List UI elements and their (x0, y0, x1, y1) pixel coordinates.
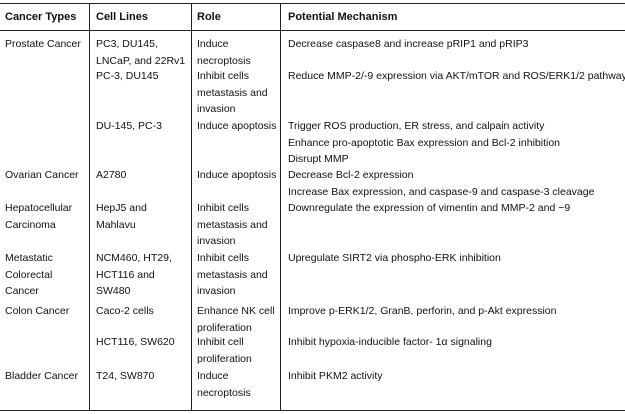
header-potential-mechanism: Potential Mechanism (288, 11, 398, 23)
cancer-type-cell: Ovarian Cancer (5, 169, 79, 181)
mechanism-cell: Decrease Bcl-2 expression (288, 169, 414, 181)
role-cell: Inhibit cells (197, 252, 249, 264)
header-cell-lines: Cell Lines (96, 11, 148, 23)
cell-lines-cell: T24, SW870 (96, 370, 155, 382)
cell-lines-cell: PC3, DU145, (96, 38, 158, 50)
cancer-type-cell: Carcinoma (5, 218, 56, 231)
mechanism-cell: Reduce MMP-2/-9 expression via AKT/mTOR … (288, 70, 625, 82)
mechanism-cell: Enhance pro-apoptotic Bax expression and… (288, 136, 561, 149)
header-role: Role (197, 11, 221, 23)
cell-lines-cell: HCT116, SW620 (96, 336, 175, 348)
role-cell: proliferation (197, 321, 252, 334)
role-cell: Induce (197, 38, 229, 50)
role-cell: Induce (197, 370, 229, 382)
cell-lines-cell: Caco-2 cells (96, 305, 154, 317)
role-cell: necroptosis (197, 54, 251, 67)
role-cell: metastasis and (197, 268, 268, 281)
cancer-type-cell: Prostate Cancer (5, 38, 81, 50)
role-cell: proliferation (197, 352, 252, 365)
cancer-type-cell: Cancer (5, 285, 39, 297)
role-cell: invasion (197, 235, 236, 247)
role-cell: metastasis and (197, 218, 268, 231)
cell-lines-cell: Mahlavu (96, 218, 136, 231)
mechanism-cell: Trigger ROS production, ER stress, and c… (288, 120, 545, 132)
cell-lines-cell: HepJ5 and (96, 202, 147, 214)
mechanism-cell: Inhibit PKM2 activity (288, 370, 383, 382)
cell-lines-cell: PC-3, DU145 (96, 70, 159, 82)
header-cancer-types: Cancer Types (5, 11, 77, 23)
cell-lines-cell: SW480 (96, 285, 131, 297)
role-cell: invasion (197, 285, 236, 297)
role-cell: Inhibit cell (197, 336, 244, 348)
table-header-rule (0, 30, 625, 31)
cancer-type-cell: Hepatocellular (5, 202, 73, 214)
role-cell: Induce apoptosis (197, 120, 277, 132)
column-divider (89, 3, 90, 411)
role-cell: invasion (197, 103, 236, 115)
mechanism-cell: Improve p-ERK1/2, GranB, perforin, and p… (288, 305, 557, 317)
cancer-type-cell: Bladder Cancer (5, 370, 78, 382)
cell-lines-cell: A2780 (96, 169, 127, 181)
column-divider (191, 3, 192, 411)
table-bottom-rule (0, 410, 625, 411)
role-cell: necroptosis (197, 386, 251, 399)
column-divider (280, 3, 281, 411)
cell-lines-cell: HCT116 and (96, 268, 155, 281)
cancer-type-cell: Colorectal (5, 268, 53, 281)
role-cell: Induce apoptosis (197, 169, 277, 181)
mechanism-cell: Decrease caspase8 and increase pRIP1 and… (288, 38, 529, 50)
cell-lines-cell: NCM460, HT29, (96, 252, 172, 264)
cell-lines-cell: DU-145, PC-3 (96, 120, 162, 132)
mechanism-cell: Downregulate the expression of vimentin … (288, 202, 571, 214)
mechanism-cell: Upregulate SIRT2 via phospho-ERK inhibit… (288, 252, 501, 264)
mechanism-cell: Inhibit hypoxia-inducible factor- 1α sig… (288, 336, 492, 348)
role-cell: Inhibit cells (197, 70, 249, 82)
table-top-rule (0, 3, 625, 4)
role-cell: metastasis and (197, 86, 268, 99)
mechanism-cell: Increase Bax expression, and caspase-9 a… (288, 185, 595, 198)
cancer-type-cell: Colon Cancer (5, 305, 70, 317)
mechanism-cell: Disrupt MMP (288, 153, 349, 165)
role-cell: Enhance NK cell (197, 305, 275, 317)
role-cell: Inhibit cells (197, 202, 249, 214)
cancer-type-cell: Metastatic (5, 252, 53, 264)
cell-lines-cell: LNCaP, and 22Rv1 (96, 54, 186, 67)
